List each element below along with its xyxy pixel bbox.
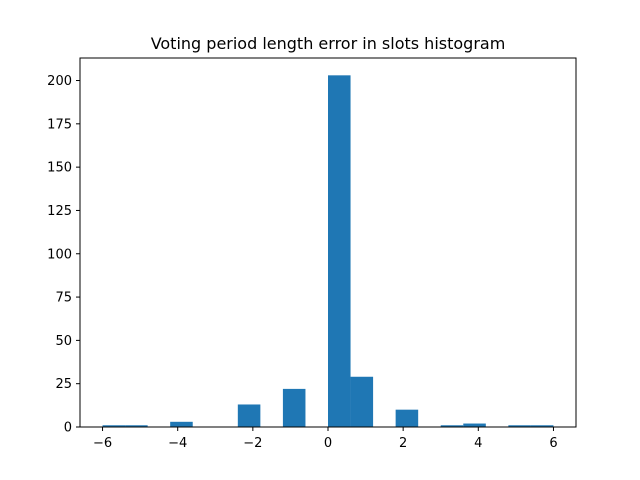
y-tick-label: 25 <box>55 377 72 392</box>
y-tick-label: 100 <box>47 247 72 262</box>
x-axis: −6 −4 −2 0 2 4 6 <box>93 427 558 451</box>
bars-group <box>102 75 554 427</box>
y-tick-label: 0 <box>64 421 72 436</box>
y-tick-label: 175 <box>47 117 72 132</box>
x-tick-label: −2 <box>243 436 262 451</box>
histogram-bar <box>237 404 261 427</box>
y-tick-label: 50 <box>55 334 72 349</box>
x-tick-label: 6 <box>549 436 557 451</box>
histogram-bar <box>282 388 306 427</box>
histogram-bar <box>530 425 554 427</box>
histogram-bar <box>328 75 351 427</box>
y-tick-label: 75 <box>55 291 72 306</box>
x-tick-label: 2 <box>399 436 407 451</box>
histogram-bar <box>350 376 374 427</box>
y-axis: 0 25 50 75 100 125 150 175 200 <box>47 74 80 436</box>
y-tick-label: 150 <box>47 161 72 176</box>
histogram-bar <box>508 425 531 427</box>
histogram-bar <box>463 423 486 427</box>
x-tick-label: −4 <box>168 436 187 451</box>
y-tick-label: 200 <box>47 74 72 89</box>
axes-frame <box>79 57 577 428</box>
histogram-bar <box>102 425 126 427</box>
histogram-bar <box>440 425 464 427</box>
histogram-bar <box>395 409 419 427</box>
x-tick-label: 4 <box>474 436 482 451</box>
histogram-bar <box>125 425 148 427</box>
x-tick-label: −6 <box>93 436 112 451</box>
histogram-bar <box>170 421 193 427</box>
x-tick-label: 0 <box>324 436 332 451</box>
y-tick-label: 125 <box>47 204 72 219</box>
chart-title: Voting period length error in slots hist… <box>151 34 506 53</box>
